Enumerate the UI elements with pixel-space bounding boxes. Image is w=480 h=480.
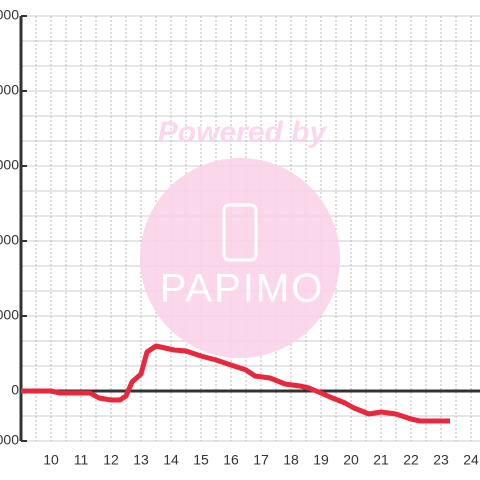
y-tick-label: 0 xyxy=(11,382,19,398)
y-tick-label: 60,000 xyxy=(0,232,19,248)
x-tick-label: 15 xyxy=(193,452,209,468)
y-tick-label: 30,000 xyxy=(0,307,19,323)
x-tick-label: 13 xyxy=(133,452,149,468)
y-tick-label: -20,000 xyxy=(0,432,19,448)
y-tick-label: 150,000 xyxy=(0,7,19,23)
y-tick-label: 120,000 xyxy=(0,82,19,98)
plot: 150,000 120,000 90,000 60,000 30,000 0 -20,000… xyxy=(0,7,480,468)
watermark-icon xyxy=(222,203,258,262)
x-tick-label: 20 xyxy=(343,452,359,468)
x-tick-label: 11 xyxy=(74,452,89,468)
watermark: Powered by PAPIMO xyxy=(140,116,340,358)
x-tick-label: 10 xyxy=(43,452,59,468)
watermark-text: Powered by xyxy=(158,116,328,149)
data-line xyxy=(21,343,450,424)
watermark-logo: PAPIMO xyxy=(160,267,325,311)
x-tick-label: 18 xyxy=(283,452,299,468)
x-tick-label: 24 xyxy=(463,452,479,468)
x-tick-label: 14 xyxy=(163,452,179,468)
x-tick-label: 23 xyxy=(433,452,449,468)
x-tick-label: 21 xyxy=(373,452,389,468)
y-tick-label: 90,000 xyxy=(0,157,19,173)
x-tick-label: 17 xyxy=(253,452,269,468)
watermark-circle xyxy=(140,158,340,358)
x-tick-label: 22 xyxy=(403,452,419,468)
x-tick-label: 19 xyxy=(313,452,329,468)
x-tick-label: 16 xyxy=(223,452,239,468)
x-tick-label: 12 xyxy=(103,452,119,468)
